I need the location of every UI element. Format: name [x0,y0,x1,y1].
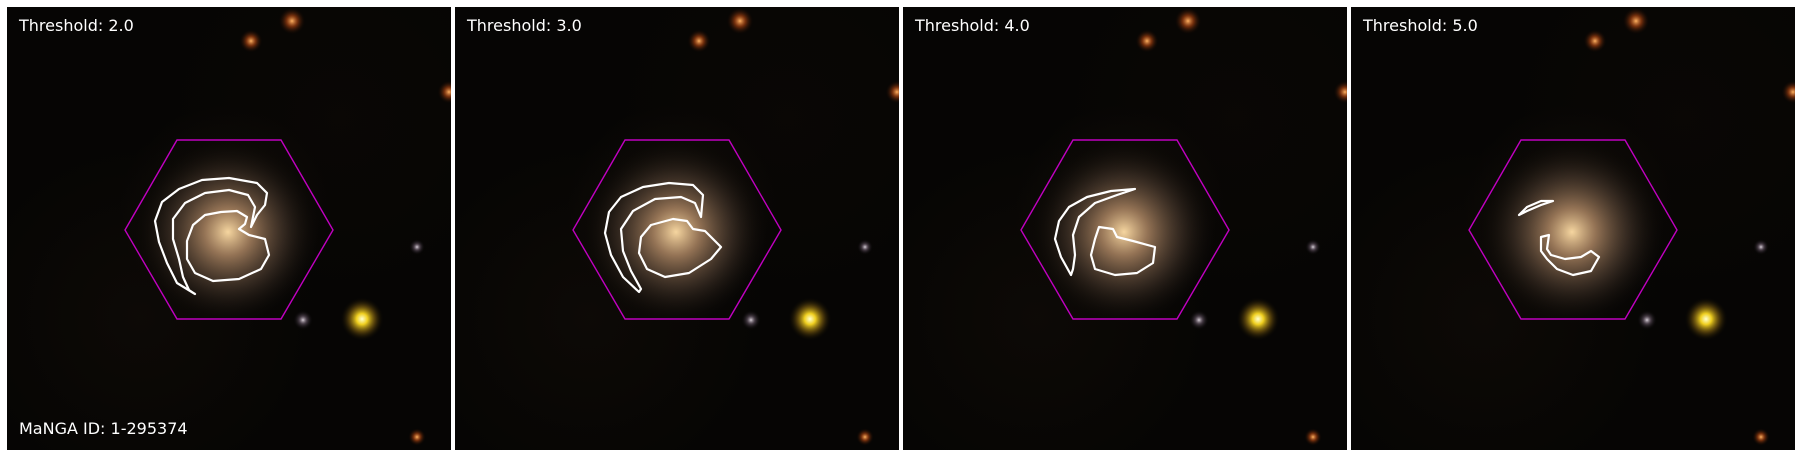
star [1174,7,1202,35]
threshold-label: Threshold: 5.0 [1363,16,1478,35]
ifu-hexagon [124,139,334,320]
core-contour [185,209,271,283]
star [857,239,873,255]
arm-contour [153,176,269,296]
manga-id-label: MaNGA ID: 1-295374 [19,419,188,438]
star [239,29,263,53]
galaxy [581,137,771,327]
star [1781,80,1795,104]
arm-contour [603,181,705,294]
threshold-label: Threshold: 4.0 [915,16,1030,35]
star [1236,297,1280,341]
star [687,29,711,53]
star [340,297,384,341]
star [1583,29,1607,53]
star [278,7,306,35]
galaxy [1477,137,1667,327]
ifu-hexagon [572,139,782,320]
core-contour [1539,233,1601,277]
sky-image-2 [572,7,899,446]
star [885,80,899,104]
star [788,297,832,341]
core-contour [637,217,723,279]
star [1135,29,1159,53]
star [726,7,754,35]
image-panel-4: Threshold: 5.0 [1351,7,1795,450]
star [293,310,313,330]
galaxy [133,137,323,327]
galaxy [1029,137,1219,327]
ifu-hexagon [1468,139,1678,320]
arm-contour [1053,187,1137,277]
sky-image-4 [1468,7,1795,446]
star [408,428,426,446]
star [1189,310,1209,330]
image-panel-1: Threshold: 2.0 MaNGA ID: 1-295374 [7,7,451,450]
star [1684,297,1728,341]
sky-image-1 [124,7,451,446]
star [1305,239,1321,255]
star [437,80,451,104]
core-contour [1089,225,1157,277]
star [1622,7,1650,35]
star [741,310,761,330]
star [856,428,874,446]
image-panel-2: Threshold: 3.0 [455,7,899,450]
star [1753,239,1769,255]
image-panel-3: Threshold: 4.0 [903,7,1347,450]
star [1637,310,1657,330]
star [1752,428,1770,446]
star [1304,428,1322,446]
threshold-label: Threshold: 2.0 [19,16,134,35]
star [409,239,425,255]
star [1333,80,1347,104]
ifu-hexagon [1020,139,1230,320]
threshold-label: Threshold: 3.0 [467,16,582,35]
arm-contour [1517,199,1555,217]
sky-image-3 [1020,7,1347,446]
